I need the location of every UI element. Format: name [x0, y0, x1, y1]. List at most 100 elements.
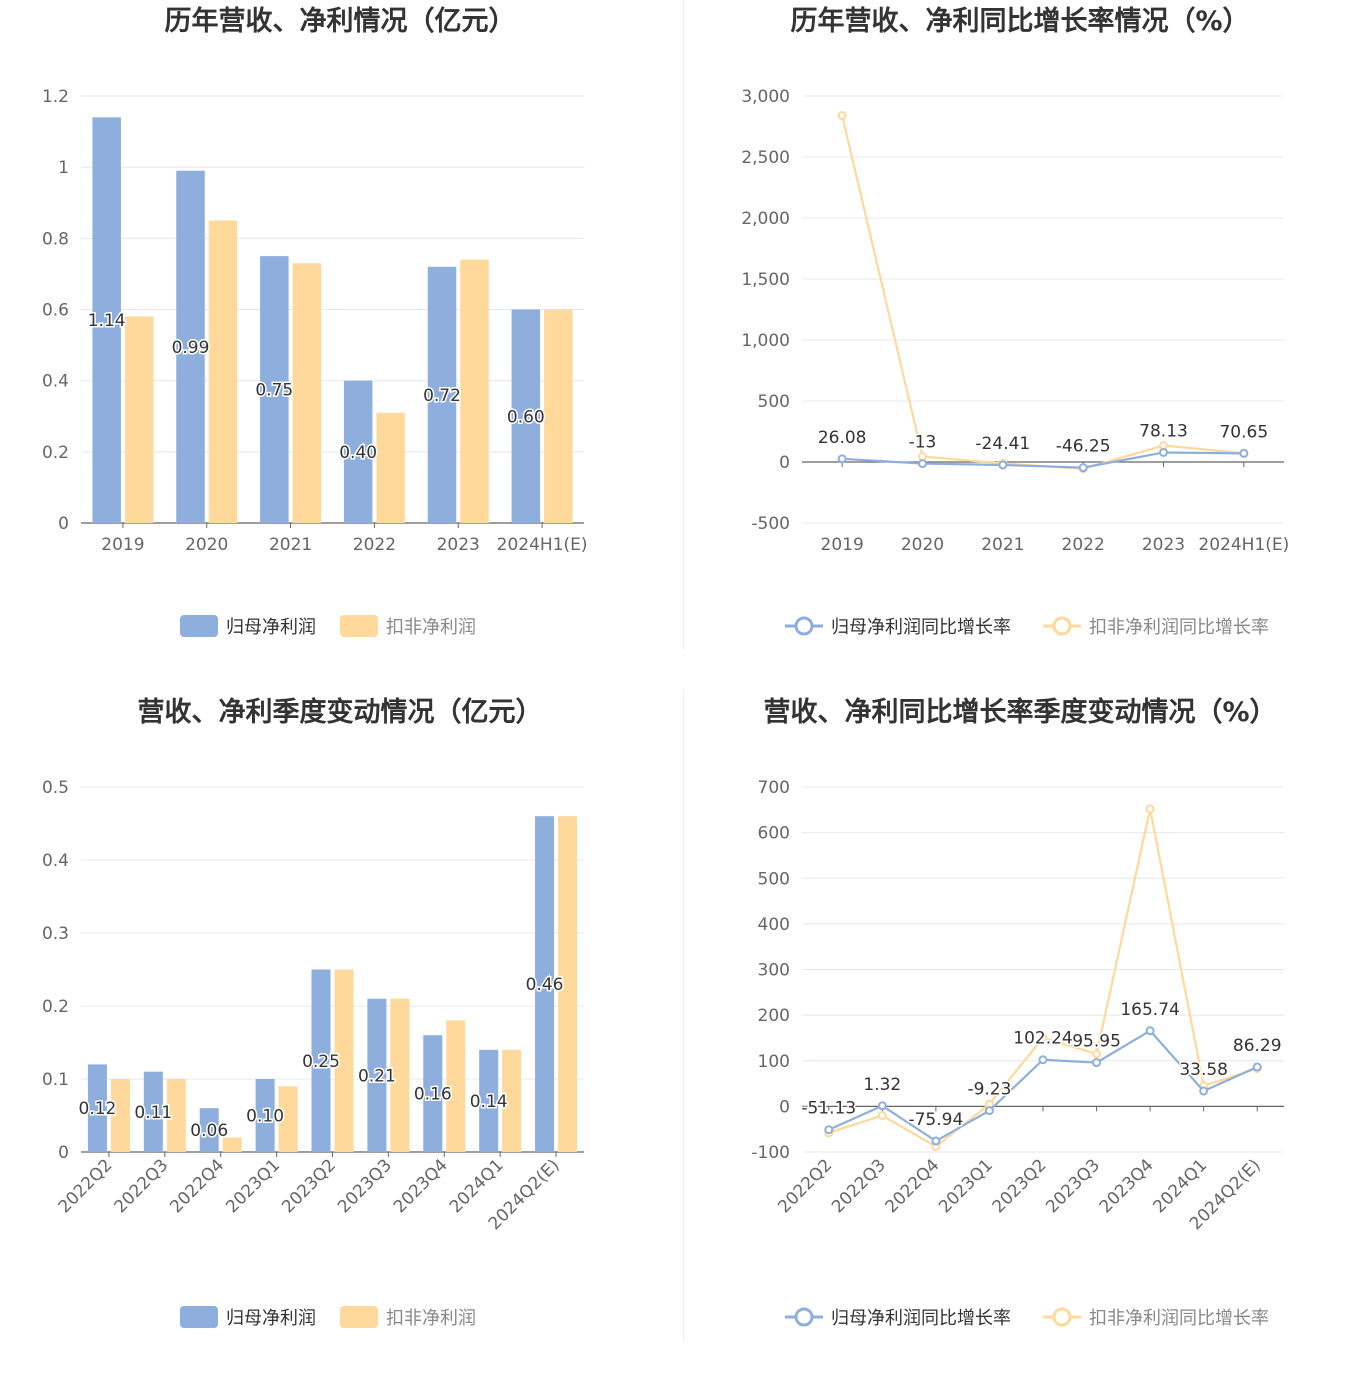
legend-marker [794, 616, 814, 636]
bar-deducted-net-profit [544, 309, 573, 523]
data-label: -46.25 [1056, 437, 1111, 457]
y-tick-label: 300 [758, 961, 790, 981]
data-label: 0.46 [526, 975, 564, 995]
x-tick-label: 2022Q4 [882, 1155, 944, 1217]
y-tick-label: 0.4 [42, 372, 69, 392]
legend-label: 扣非净利润同比增长率 [1089, 1308, 1269, 1329]
data-point [1199, 1086, 1209, 1096]
y-tick-label: 700 [758, 778, 790, 798]
y-tick-label: 500 [758, 392, 790, 412]
bar-parent-net-profit [92, 117, 121, 523]
x-tick-label: 2022 [353, 535, 396, 555]
y-tick-label: 0.5 [42, 778, 69, 798]
legend-label: 扣非净利润 [386, 617, 476, 638]
data-label: -9.23 [967, 1080, 1011, 1100]
y-tick-label: 0 [58, 1143, 69, 1163]
data-point [1252, 1062, 1262, 1072]
data-label: -13 [909, 433, 937, 453]
x-tick-label: 2023Q3 [1042, 1155, 1104, 1217]
legend-swatch [180, 1306, 218, 1328]
bar-deducted-net-profit [376, 412, 405, 523]
data-point [824, 1125, 834, 1135]
data-label: 0.75 [255, 381, 293, 401]
x-tick-label: 2021 [981, 535, 1024, 555]
bar-deducted-net-profit [334, 969, 354, 1152]
y-tick-label: 200 [758, 1006, 790, 1026]
annual-growth-line-chart: 历年营收、净利同比增长率情况（%） -500 0 500 1,000 1,500 2,000… [680, 0, 1360, 695]
y-tick-label: 500 [758, 869, 790, 889]
annual-profit-bar-chart: 历年营收、净利情况（亿元） 0 0.2 0.4 0.6 0.8 1 1.2 2019 2020 20… [0, 0, 680, 695]
data-label: 0.06 [190, 1121, 228, 1141]
x-tick-label: 2023 [437, 535, 480, 555]
x-tick-label: 2024H1(E) [497, 535, 588, 555]
x-tick-label: 2020 [901, 535, 944, 555]
bar-parent-net-profit [255, 1079, 275, 1152]
y-tick-label: 1,000 [741, 331, 790, 351]
legend-label: 归母净利润 [226, 1308, 316, 1329]
legend-marker [794, 1307, 814, 1327]
chart-title: 历年营收、净利同比增长率情况（%） [790, 5, 1249, 37]
chart-svg: 历年营收、净利同比增长率情况（%） -500 0 500 1,000 1,500 2,000… [741, 5, 1289, 638]
bar-deducted-net-profit [110, 1079, 130, 1152]
data-point [1038, 1033, 1048, 1043]
data-point [931, 1136, 941, 1146]
bar-deducted-net-profit [460, 259, 489, 523]
data-label: 0.12 [79, 1099, 117, 1119]
bar-deducted-net-profit [166, 1079, 186, 1152]
legend-swatch [340, 615, 378, 637]
data-label: -51.13 [801, 1099, 856, 1119]
data-point [1038, 1055, 1048, 1065]
x-tick-label: 2022Q2 [55, 1155, 117, 1217]
legend-swatch [340, 1306, 378, 1328]
data-label: 1.32 [863, 1075, 901, 1095]
y-tick-label: 0 [779, 1097, 790, 1117]
y-tick-label: 0 [58, 514, 69, 534]
x-tick-label: 2022 [1062, 535, 1105, 555]
x-tick-label: 2023Q2 [278, 1155, 340, 1217]
x-tick-label: 2019 [821, 535, 864, 555]
x-tick-label: 2019 [101, 535, 144, 555]
data-label: 0.14 [470, 1092, 508, 1112]
y-tick-label: 2,000 [741, 209, 790, 229]
vertical-divider-bottom [683, 690, 684, 1340]
legend-marker [1052, 1307, 1072, 1327]
data-point [1239, 448, 1249, 458]
legend-label: 扣非净利润 [386, 1308, 476, 1329]
data-label: 33.58 [1179, 1060, 1228, 1080]
data-label: 0.99 [172, 338, 210, 358]
x-tick-label: 2023Q2 [989, 1155, 1051, 1217]
y-tick-label: 1 [58, 158, 69, 178]
data-point [837, 111, 847, 121]
quarterly-growth-line-chart: 营收、净利同比增长率季度变动情况（%） -100 0 100 200 300 400 500 6… [680, 695, 1360, 1390]
x-tick-label: 2022Q4 [166, 1155, 228, 1217]
bar-deducted-net-profit [208, 220, 238, 523]
bar-deducted-net-profit [292, 263, 322, 523]
data-point [877, 1111, 887, 1120]
chart-title: 历年营收、净利情况（亿元） [165, 5, 516, 37]
data-point [918, 459, 927, 469]
data-point [1145, 804, 1155, 814]
y-tick-label: 600 [758, 824, 790, 844]
bar-parent-net-profit [367, 998, 387, 1152]
bar-parent-net-profit [427, 266, 457, 523]
bar-parent-net-profit [423, 1035, 443, 1152]
data-point [1159, 447, 1168, 457]
bar-parent-net-profit [479, 1049, 499, 1152]
legend-label: 归母净利润 [226, 617, 316, 638]
data-point [1092, 1058, 1102, 1068]
chart-svg: 历年营收、净利情况（亿元） 0 0.2 0.4 0.6 0.8 1 1.2 2019 2020 20… [42, 5, 588, 638]
data-label: -24.41 [975, 434, 1030, 454]
data-label: 0.60 [507, 407, 545, 427]
legend-label: 归母净利润同比增长率 [831, 617, 1011, 638]
vertical-divider-top [683, 0, 684, 650]
chart-title: 营收、净利季度变动情况（亿元） [138, 696, 543, 728]
x-tick-label: 2023Q3 [334, 1155, 396, 1217]
x-tick-label: 2022Q2 [774, 1155, 836, 1217]
y-tick-label: 0.2 [42, 997, 69, 1017]
y-tick-label: 0.8 [42, 229, 69, 249]
bar-deducted-net-profit [278, 1086, 298, 1152]
y-tick-label: -500 [751, 514, 790, 534]
bar-deducted-net-profit [446, 1020, 466, 1152]
data-label: 0.16 [414, 1085, 452, 1105]
data-label: 1.14 [88, 311, 126, 331]
